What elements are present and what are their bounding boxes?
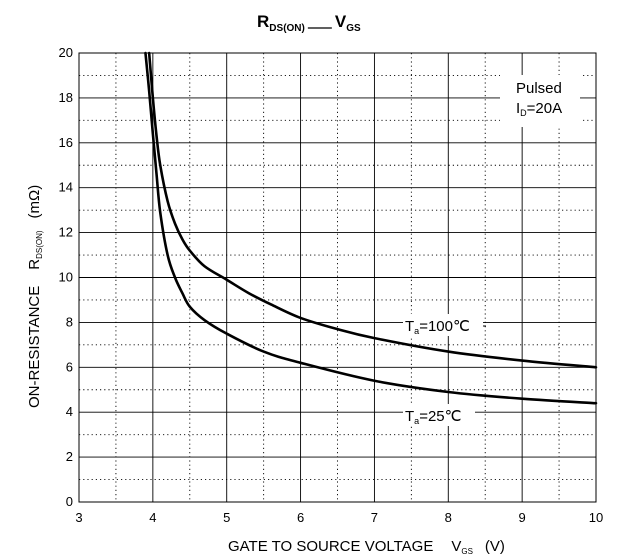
series-label-100-main: T: [405, 318, 414, 335]
major-grid: [79, 53, 596, 502]
series-label-100-sub: a: [414, 326, 419, 336]
series-label-25-bg: [403, 404, 475, 426]
minor-grid: [79, 53, 596, 502]
x-tick-label: 5: [223, 510, 230, 525]
x-tick-label: 8: [445, 510, 452, 525]
y-tick-label: 16: [59, 135, 73, 150]
x-tick-label: 3: [75, 510, 82, 525]
y-axis-label-unit: (mΩ): [26, 185, 43, 219]
x-tick-label: 7: [371, 510, 378, 525]
y-tick-label: 10: [59, 270, 73, 285]
series-line-25c: [144, 51, 598, 405]
series-label-25: Ta=25℃: [403, 404, 475, 426]
legend-background: [500, 75, 580, 127]
x-tick-label: 9: [519, 510, 526, 525]
title-left-main: R: [257, 12, 269, 31]
y-tick-label: 0: [66, 494, 73, 509]
y-tick-label: 2: [66, 449, 73, 464]
y-tick-label: 18: [59, 90, 73, 105]
series-label-25-main: T: [405, 408, 414, 425]
series-label-25-rest: =25℃: [419, 408, 461, 425]
legend-pulsed: Pulsed: [516, 80, 562, 97]
series-label-100-bg: [403, 314, 483, 336]
y-tick-label: 4: [66, 404, 73, 419]
x-tick-label: 10: [589, 510, 603, 525]
x-tick-label: 4: [149, 510, 156, 525]
y-axis-label-var-sub: DS(ON): [35, 230, 44, 259]
y-tick-label: 20: [59, 45, 73, 60]
legend-current-rest: =20A: [527, 100, 562, 117]
series-label-100-text: Ta=100℃: [405, 318, 470, 336]
legend-box: Pulsed ID=20A: [500, 75, 580, 127]
y-tick-label: 6: [66, 359, 73, 374]
x-axis-label-main: GATE TO SOURCE VOLTAGE: [228, 538, 433, 555]
series-label-25-sub: a: [414, 416, 419, 426]
title-left-sub: DS(ON): [269, 23, 305, 34]
legend-current-sub: D: [520, 108, 527, 118]
x-tick-label: 6: [297, 510, 304, 525]
x-axis-label: GATE TO SOURCE VOLTAGE VGS (V): [228, 538, 505, 556]
series-label-100: Ta=100℃: [403, 314, 483, 336]
x-axis-label-var-sub: GS: [461, 547, 473, 556]
y-axis-label-var: R: [26, 259, 43, 270]
series-label-25-text: Ta=25℃: [405, 408, 461, 426]
y-axis-label-main: ON-RESISTANCE: [26, 286, 43, 408]
y-tick-label: 8: [66, 314, 73, 329]
legend-current: ID=20A: [516, 100, 562, 118]
title-right-main: V: [335, 12, 347, 31]
y-tick-label: 12: [59, 225, 73, 240]
title-right-sub: GS: [346, 23, 361, 34]
series-label-100-rest: =100℃: [419, 318, 470, 335]
x-tick-labels: 3 4 5 6 7 8 9 10: [75, 510, 603, 525]
y-tick-labels: 0 2 4 6 8 10 12 14 16 18 20: [59, 45, 73, 509]
plot-frame: [78, 52, 597, 503]
y-axis-label: ON-RESISTANCE RDS(ON) (mΩ): [26, 185, 44, 408]
chart-title: RDS(ON) VGS: [257, 12, 361, 34]
x-axis-label-var: V: [451, 538, 461, 555]
series-line-100c: [147, 51, 598, 369]
x-axis-label-unit: (V): [485, 538, 505, 555]
y-tick-label: 14: [59, 180, 73, 195]
legend-current-main: I: [516, 100, 520, 117]
